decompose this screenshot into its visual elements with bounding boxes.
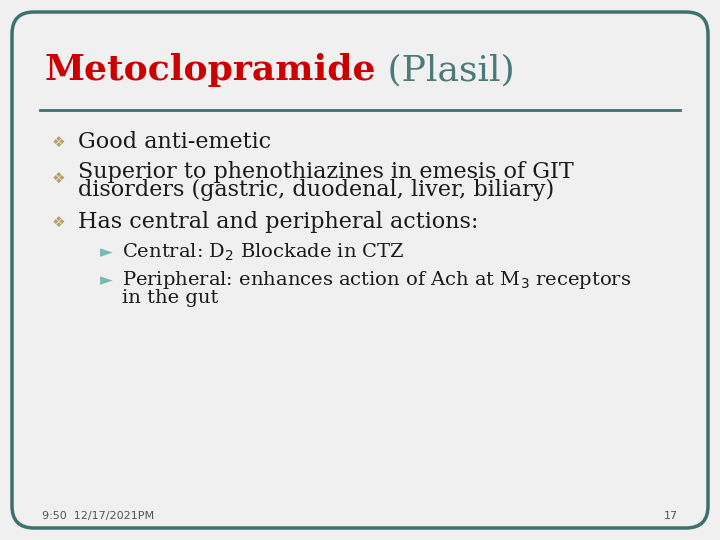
Text: ►: ► bbox=[100, 271, 113, 289]
Text: in the gut: in the gut bbox=[122, 289, 218, 307]
Text: Good anti-emetic: Good anti-emetic bbox=[78, 131, 271, 153]
Text: Central: D$_2$ Blockade in CTZ: Central: D$_2$ Blockade in CTZ bbox=[122, 241, 405, 262]
Text: ❖: ❖ bbox=[52, 214, 66, 230]
FancyBboxPatch shape bbox=[12, 12, 708, 528]
Text: ❖: ❖ bbox=[52, 171, 66, 186]
Text: 17: 17 bbox=[664, 511, 678, 521]
Text: 9:50  12/17/2021PM: 9:50 12/17/2021PM bbox=[42, 511, 154, 521]
Text: ►: ► bbox=[100, 243, 113, 261]
Text: (Plasil): (Plasil) bbox=[377, 53, 516, 87]
Text: ❖: ❖ bbox=[52, 134, 66, 150]
Text: Superior to phenothiazines in emesis of GIT: Superior to phenothiazines in emesis of … bbox=[78, 161, 574, 183]
Text: Metoclopramide: Metoclopramide bbox=[45, 53, 377, 87]
Text: disorders (gastric, duodenal, liver, biliary): disorders (gastric, duodenal, liver, bil… bbox=[78, 179, 554, 201]
Text: Has central and peripheral actions:: Has central and peripheral actions: bbox=[78, 211, 478, 233]
Text: Peripheral: enhances action of Ach at M$_3$ receptors: Peripheral: enhances action of Ach at M$… bbox=[122, 269, 631, 291]
